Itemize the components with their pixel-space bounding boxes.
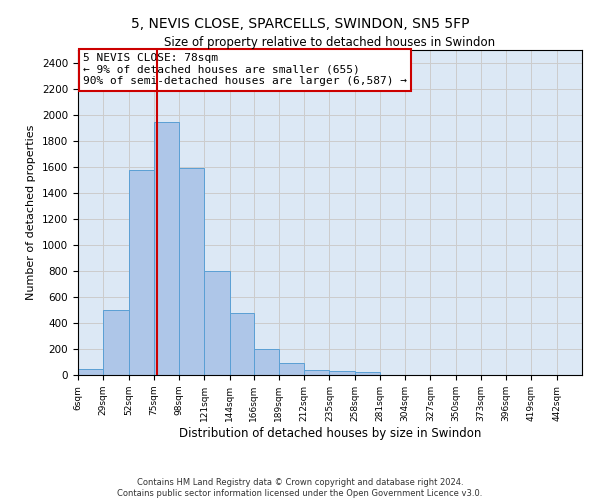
Bar <box>179 168 204 375</box>
Bar <box>230 313 254 375</box>
Bar <box>279 364 304 375</box>
Text: 5 NEVIS CLOSE: 78sqm
← 9% of detached houses are smaller (655)
90% of semi-detac: 5 NEVIS CLOSE: 78sqm ← 9% of detached ho… <box>83 53 407 86</box>
Bar <box>355 372 380 375</box>
X-axis label: Distribution of detached houses by size in Swindon: Distribution of detached houses by size … <box>179 426 481 440</box>
Bar <box>128 170 154 375</box>
Bar <box>103 310 128 375</box>
Bar <box>204 271 230 375</box>
Bar <box>254 349 279 375</box>
Text: 5, NEVIS CLOSE, SPARCELLS, SWINDON, SN5 5FP: 5, NEVIS CLOSE, SPARCELLS, SWINDON, SN5 … <box>131 18 469 32</box>
Y-axis label: Number of detached properties: Number of detached properties <box>26 125 37 300</box>
Text: Contains HM Land Registry data © Crown copyright and database right 2024.
Contai: Contains HM Land Registry data © Crown c… <box>118 478 482 498</box>
Bar <box>304 370 329 375</box>
Bar <box>154 122 179 375</box>
Bar <box>78 368 103 375</box>
Title: Size of property relative to detached houses in Swindon: Size of property relative to detached ho… <box>164 36 496 49</box>
Bar <box>329 371 355 375</box>
